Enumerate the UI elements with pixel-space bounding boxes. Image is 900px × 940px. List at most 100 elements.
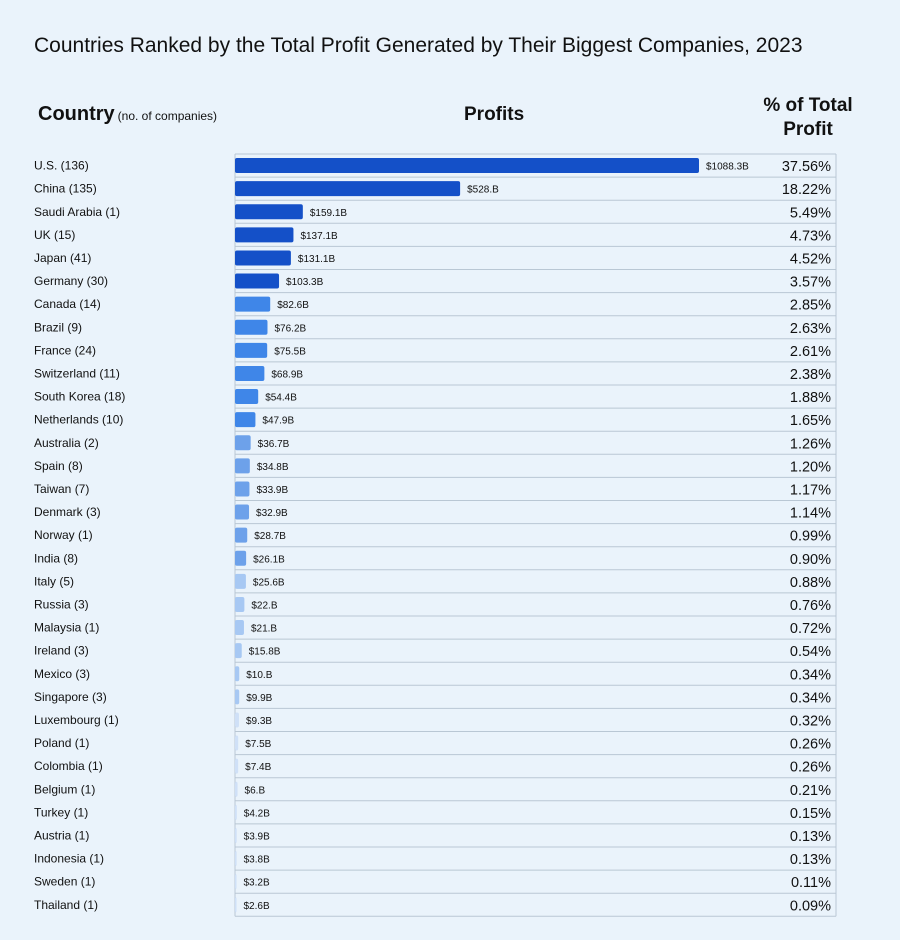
country-label: Switzerland (11) xyxy=(34,366,120,380)
country-label: Canada (14) xyxy=(34,297,101,311)
percent-label: 1.26% xyxy=(790,436,831,452)
country-label: Brazil (9) xyxy=(34,320,82,334)
bar xyxy=(235,296,271,312)
percent-label: 3.57% xyxy=(790,275,831,291)
percent-label: 18.22% xyxy=(782,182,831,198)
country-label: Russia (3) xyxy=(34,597,89,611)
bar-layer xyxy=(235,158,699,913)
value-label: $25.6B xyxy=(253,577,285,588)
bar xyxy=(235,412,256,428)
value-label: $10.B xyxy=(246,670,272,681)
value-label: $76.2B xyxy=(274,323,306,334)
country-label: Singapore (3) xyxy=(34,690,107,704)
percent-label: 0.34% xyxy=(790,667,831,683)
country-label: Taiwan (7) xyxy=(34,482,89,496)
value-label: $4.2B xyxy=(244,808,270,819)
percent-label: 0.21% xyxy=(790,783,831,799)
value-label: $33.9B xyxy=(256,485,288,496)
bar xyxy=(235,365,265,381)
value-label: $54.4B xyxy=(265,393,297,404)
country-label: Italy (5) xyxy=(34,574,74,588)
value-label: $82.6B xyxy=(277,300,309,311)
label-layer: U.S. (136) $1088.3B 37.56% China (135) $528.… xyxy=(34,159,831,915)
percent-label: 0.76% xyxy=(790,598,831,614)
percent-label: 0.26% xyxy=(790,760,831,776)
value-label: $36.7B xyxy=(258,439,290,450)
percent-label: 1.20% xyxy=(790,459,831,475)
percent-label: 0.13% xyxy=(790,829,831,845)
country-label: U.S. (136) xyxy=(34,159,89,173)
country-label: UK (15) xyxy=(34,228,75,242)
bar xyxy=(235,804,237,820)
percent-label: 2.63% xyxy=(790,321,831,337)
bar xyxy=(235,781,238,797)
value-label: $28.7B xyxy=(254,531,286,542)
bar xyxy=(235,758,239,774)
bar xyxy=(235,897,237,913)
percent-label: 0.32% xyxy=(790,713,831,729)
bar xyxy=(235,181,461,197)
country-header-subtitle: (no. of companies) xyxy=(117,109,218,123)
bar xyxy=(235,481,250,497)
bar xyxy=(235,389,259,405)
percent-column-header: % of Total Profit xyxy=(763,95,853,140)
bar xyxy=(235,596,245,612)
value-label: $3.9B xyxy=(244,831,270,842)
country-label: China (135) xyxy=(34,182,97,196)
value-label: $3.2B xyxy=(244,878,270,889)
bar xyxy=(235,550,247,566)
value-label: $9.9B xyxy=(246,693,272,704)
percent-label: 2.38% xyxy=(790,367,831,383)
country-label: Turkey (1) xyxy=(34,805,88,819)
bar xyxy=(235,827,237,843)
country-label: Austria (1) xyxy=(34,828,89,842)
percent-label: 2.61% xyxy=(790,344,831,360)
value-label: $32.9B xyxy=(256,508,288,519)
value-label: $9.3B xyxy=(246,716,272,727)
country-label: France (24) xyxy=(34,343,96,357)
bar xyxy=(235,273,280,289)
bar xyxy=(235,204,303,220)
grid-layer xyxy=(234,153,837,917)
country-label: Luxembourg (1) xyxy=(34,713,119,727)
bar xyxy=(235,250,291,266)
value-label: $528.B xyxy=(467,185,499,196)
bar xyxy=(235,712,239,728)
country-label: Mexico (3) xyxy=(34,667,90,681)
bar xyxy=(235,435,251,451)
value-label: $22.B xyxy=(251,600,277,611)
percent-label: 0.13% xyxy=(790,852,831,868)
percent-label: 5.49% xyxy=(790,205,831,221)
percent-label: 2.85% xyxy=(790,298,831,314)
value-label: $34.8B xyxy=(257,462,289,473)
value-label: $103.3B xyxy=(286,277,324,288)
bar xyxy=(235,342,268,358)
bar xyxy=(235,319,268,335)
country-label: Ireland (3) xyxy=(34,644,89,658)
value-label: $159.1B xyxy=(310,208,348,219)
percent-label: 1.65% xyxy=(790,413,831,429)
value-label: $26.1B xyxy=(253,554,285,565)
bar xyxy=(235,504,250,520)
bar xyxy=(235,527,248,543)
bar xyxy=(235,643,242,659)
bar xyxy=(235,158,699,174)
percent-label: 0.11% xyxy=(791,875,831,891)
country-label: Australia (2) xyxy=(34,436,99,450)
country-label: Netherlands (10) xyxy=(34,413,123,427)
bar xyxy=(235,573,246,589)
value-label: $6.B xyxy=(245,785,266,796)
percent-label: 0.99% xyxy=(790,529,831,545)
percent-label: 1.17% xyxy=(790,482,831,498)
chart-title: Countries Ranked by the Total Profit Gen… xyxy=(34,34,803,57)
bar xyxy=(235,620,244,636)
percent-label: 0.09% xyxy=(790,898,831,914)
country-label: Germany (30) xyxy=(34,274,108,288)
country-header-label: Country xyxy=(38,103,115,125)
percent-label: 0.54% xyxy=(790,644,831,660)
value-label: $75.5B xyxy=(274,346,306,357)
percent-label: 0.72% xyxy=(790,621,831,637)
percent-label: 1.88% xyxy=(790,390,831,406)
bar xyxy=(235,666,240,682)
profits-column-header: Profits xyxy=(464,104,525,125)
